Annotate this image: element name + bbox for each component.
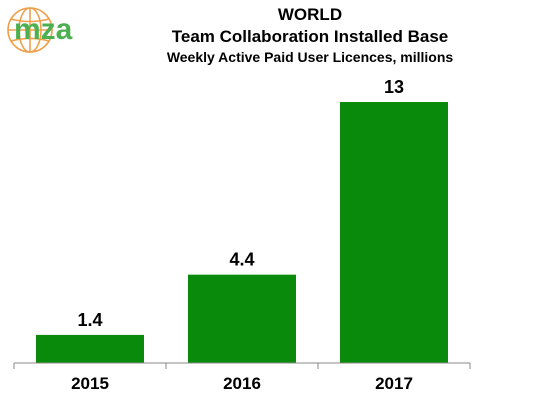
bar-2016 — [188, 274, 296, 363]
globe-icon: mza — [7, 7, 73, 53]
bar-2017 — [340, 102, 448, 364]
x-tick-label-2017: 2017 — [375, 374, 413, 393]
data-label-2015: 1.4 — [77, 310, 102, 330]
chart-title: WORLD — [277, 5, 343, 24]
x-tick-label-2015: 2015 — [71, 374, 109, 393]
chart-subtitle: Team Collaboration Installed Base — [171, 27, 449, 46]
chart-subtitle-units: Weekly Active Paid User Licences, millio… — [166, 49, 454, 65]
bar-2015 — [36, 334, 144, 363]
logo-text: mza — [14, 13, 73, 46]
data-label-2016: 4.4 — [229, 250, 254, 270]
mza-logo: mza — [4, 4, 104, 56]
chart-titles: WORLD Team Collaboration Installed Base … — [90, 4, 530, 66]
x-tick-label-2016: 2016 — [223, 374, 261, 393]
data-label-2017: 13 — [384, 77, 404, 97]
